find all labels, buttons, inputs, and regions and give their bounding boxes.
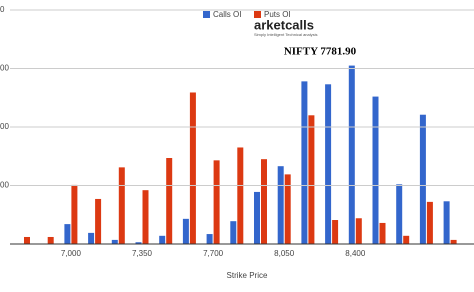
bar (403, 235, 410, 244)
bar (443, 201, 450, 244)
bar (325, 84, 332, 244)
bar (47, 236, 54, 244)
bar (277, 166, 284, 244)
bar (111, 239, 118, 244)
legend-label: Puts OI (264, 10, 291, 19)
bar (254, 191, 260, 244)
legend-swatch (254, 11, 261, 18)
legend-swatch (203, 11, 210, 18)
x-tick-label: 7,350 (132, 249, 153, 258)
bar (71, 184, 78, 244)
bar (159, 235, 166, 244)
bar (332, 220, 339, 244)
y-tick-label: 00 (0, 122, 9, 131)
chart-title: NIFTY 7781.90 (284, 46, 357, 58)
bar (64, 224, 71, 244)
y-tick-label: 00 (0, 181, 9, 190)
bar (88, 232, 95, 244)
legend-label: Calls OI (213, 10, 241, 19)
bar (301, 81, 308, 245)
bar (419, 114, 426, 244)
bar (24, 236, 30, 244)
bar (261, 159, 267, 244)
bar (206, 234, 213, 244)
x-tick-label: 7,700 (203, 249, 224, 258)
bar (135, 242, 142, 244)
y-tick-label: 00 (0, 64, 9, 73)
watermark: arketcalls (254, 17, 314, 32)
bar (142, 190, 149, 244)
bar (237, 147, 244, 244)
bar (189, 92, 196, 244)
bar (396, 184, 403, 244)
bar (372, 96, 379, 244)
bar (355, 218, 362, 244)
x-tick-label: 8,400 (345, 249, 366, 258)
bar (182, 218, 189, 244)
bar (166, 158, 173, 244)
bar (213, 160, 220, 244)
bar (426, 201, 433, 244)
x-axis-title: Strike Price (227, 271, 268, 280)
bar (230, 221, 237, 244)
x-tick-label: 8,050 (274, 249, 295, 258)
bar (95, 198, 102, 244)
watermark-tagline: Simply Intelligent Technical analysis (254, 32, 318, 37)
bar (284, 174, 291, 244)
bar (379, 222, 386, 244)
bar (348, 65, 355, 244)
y-tick-label: 0 (0, 5, 5, 14)
x-tick-label: 7,000 (61, 249, 82, 258)
bar (308, 115, 315, 244)
bar (118, 167, 125, 244)
bar (450, 239, 457, 244)
